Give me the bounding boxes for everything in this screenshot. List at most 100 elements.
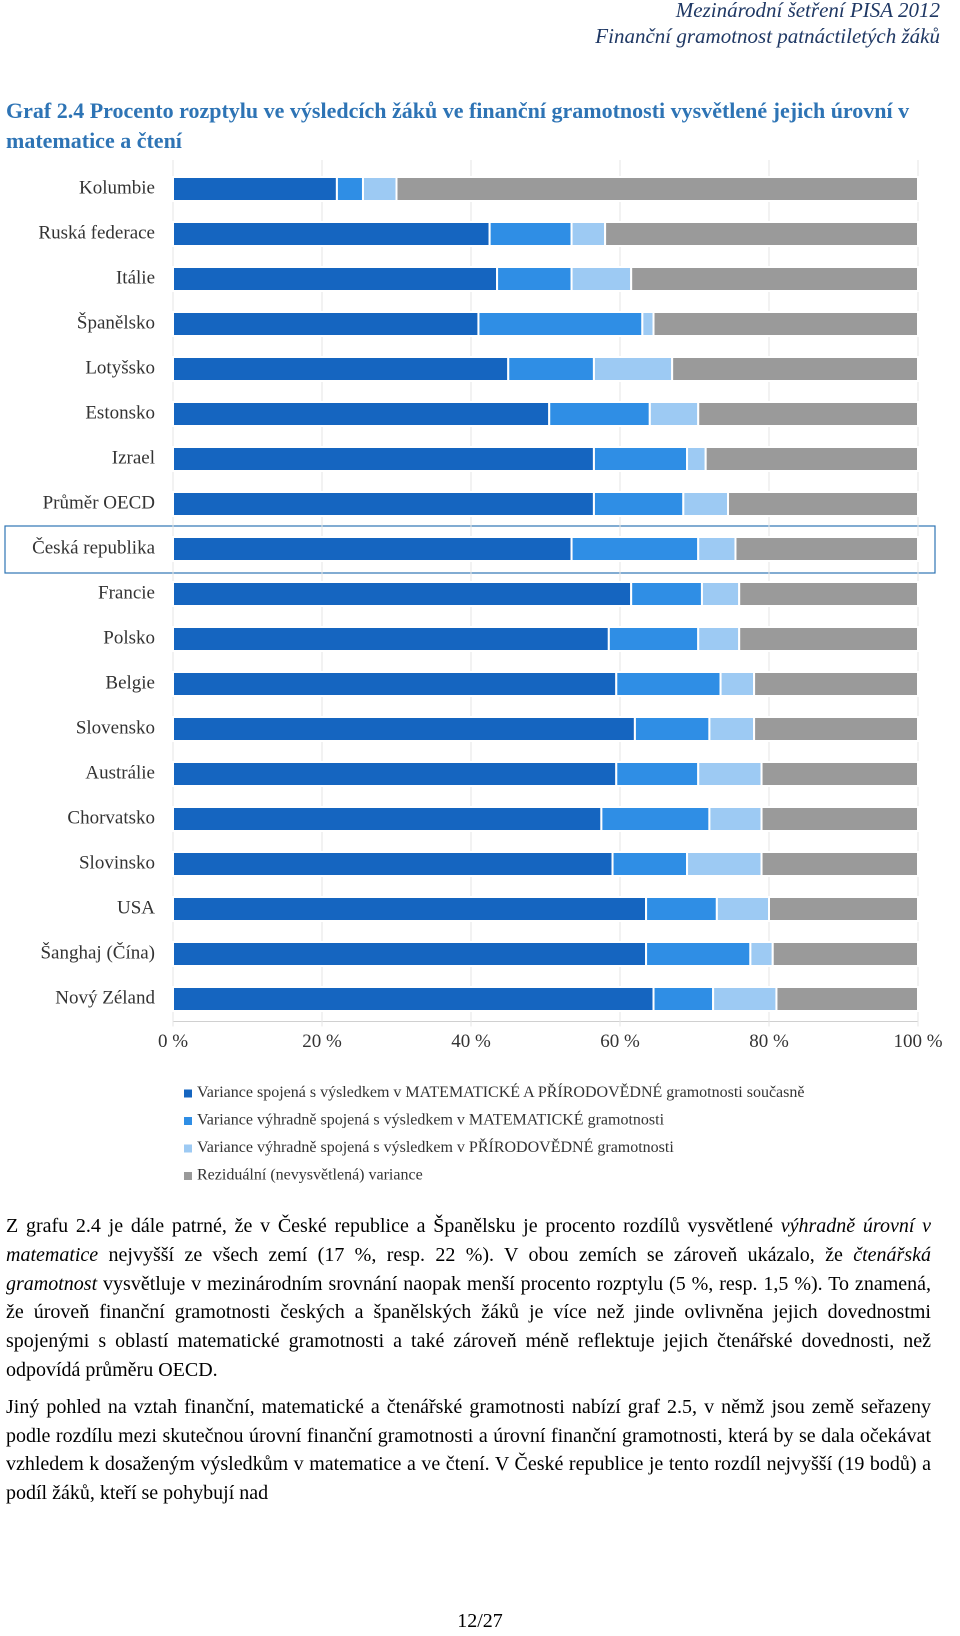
bar-segment	[361, 176, 398, 202]
bar-segment	[172, 716, 636, 742]
bar-segment	[172, 806, 603, 832]
y-tick-label: Francie	[98, 582, 155, 603]
x-tick-label: 0 %	[158, 1031, 188, 1052]
x-tick-label: 40 %	[451, 1031, 491, 1052]
text-run: Jiný pohled na vztah finanční, matematic…	[6, 1395, 931, 1505]
bar-segment	[172, 401, 551, 427]
legend-swatch	[184, 1172, 192, 1180]
bar-segment	[708, 806, 763, 832]
y-tick-label: Slovensko	[76, 717, 155, 738]
bar-segment	[760, 851, 919, 877]
bar-segment	[172, 536, 573, 562]
emphasis: čtenářská gramotnost	[6, 1243, 931, 1295]
bar-segment	[708, 716, 756, 742]
bar-segment	[570, 266, 633, 292]
y-tick-label: Belgie	[105, 672, 155, 693]
y-tick-label: Šanghaj (Čína)	[40, 941, 155, 963]
y-tick-label: Estonsko	[85, 402, 155, 423]
bar-segment	[395, 176, 919, 202]
bar-segment	[172, 221, 491, 247]
bar-segment	[600, 806, 711, 832]
bar-segment	[697, 536, 737, 562]
bar-segment	[507, 356, 595, 382]
bar-segment	[172, 761, 618, 787]
y-tick-label: USA	[117, 897, 155, 918]
bar-segment	[633, 716, 711, 742]
bar-segment	[712, 986, 778, 1012]
bar-segment	[697, 401, 919, 427]
paragraph: Z grafu 2.4 je dále patrné, že v České r…	[6, 1212, 931, 1385]
bar-segment	[172, 311, 480, 337]
bar-segment	[172, 581, 633, 607]
bar-segment	[753, 671, 919, 697]
bar-segment	[719, 671, 756, 697]
x-tick-label: 60 %	[600, 1031, 640, 1052]
bar-segment	[738, 626, 920, 652]
bar-segment	[496, 266, 573, 292]
y-tick-label: Slovinsko	[79, 852, 155, 873]
bar-segment	[172, 896, 648, 922]
bar-segment	[570, 536, 700, 562]
y-tick-label: Itálie	[116, 267, 155, 288]
x-tick-label: 20 %	[302, 1031, 342, 1052]
bar-segment	[648, 401, 700, 427]
legend-label: Variance spojená s výsledkem v MATEMATIC…	[197, 1082, 804, 1101]
bar-segment	[768, 896, 919, 922]
text-run: nejvyšší ze všech zemí (17 %, resp. 22 %…	[98, 1243, 854, 1266]
page-number: 12/27	[457, 1610, 503, 1632]
legend-label: Variance výhradně spojená s výsledkem v …	[197, 1137, 674, 1156]
bar-segment	[760, 806, 919, 832]
y-tick-label: Kolumbie	[79, 177, 155, 198]
bar-segment	[172, 356, 510, 382]
bar-segment	[615, 761, 700, 787]
paragraph: Jiný pohled na vztah finanční, matematic…	[6, 1393, 931, 1508]
bar-segment	[749, 941, 774, 967]
bar-segment	[704, 446, 919, 472]
legend-swatch	[184, 1117, 192, 1125]
y-tick-label: Chorvatsko	[67, 807, 155, 828]
y-tick-label: Česká republika	[32, 536, 156, 558]
legend-swatch	[184, 1144, 192, 1153]
legend-swatch	[184, 1089, 192, 1098]
bar-segment	[592, 491, 685, 517]
legend-label: Variance výhradně spojená s výsledkem v …	[197, 1110, 665, 1129]
bar-segment	[172, 671, 618, 697]
bar-segment	[686, 446, 707, 472]
y-tick-label: Izrael	[112, 447, 155, 468]
y-tick-label: Polsko	[103, 627, 155, 648]
bar-segment	[760, 761, 919, 787]
y-tick-label: Lotyšsko	[85, 357, 155, 378]
bar-segment	[172, 626, 610, 652]
chart-title: Graf 2.4 Procento rozptylu ve výsledcích…	[6, 98, 910, 153]
bar-segment	[775, 986, 920, 1012]
bar-segment	[570, 221, 607, 247]
y-tick-label: Austrálie	[85, 762, 155, 783]
bar-segment	[715, 896, 770, 922]
bar-segment	[652, 311, 920, 337]
bar-segment	[727, 491, 920, 517]
bar-segment	[697, 626, 741, 652]
bar-segment	[641, 311, 655, 337]
y-tick-label: Nový Zéland	[55, 987, 155, 1008]
body-text: Z grafu 2.4 je dále patrné, že v České r…	[6, 1212, 931, 1516]
legend-label: Reziduální (nevysvětlená) variance	[197, 1167, 423, 1184]
bar-segment	[682, 491, 730, 517]
bar-segment	[604, 221, 919, 247]
y-tick-label: Ruská federace	[38, 222, 155, 243]
emphasis: výhradně úrovní v matematice	[6, 1215, 932, 1266]
bar-segment	[607, 626, 700, 652]
text-run: vysvětluje v mezinárodním srovnání naopa…	[6, 1272, 931, 1381]
bar-segment	[734, 536, 919, 562]
highlight-box	[4, 525, 936, 574]
x-tick-label: 80 %	[749, 1031, 789, 1052]
bar-segment	[592, 356, 674, 382]
bar-segment	[172, 986, 655, 1012]
bar-segment	[630, 266, 919, 292]
x-tick-label: 100 %	[893, 1031, 942, 1052]
bar-segment	[697, 761, 763, 787]
bar-segment	[738, 581, 920, 607]
bar-segment	[172, 176, 338, 202]
text-run: Z grafu 2.4 je dále patrné, že v České r…	[6, 1215, 781, 1237]
bar-segment	[335, 176, 364, 202]
